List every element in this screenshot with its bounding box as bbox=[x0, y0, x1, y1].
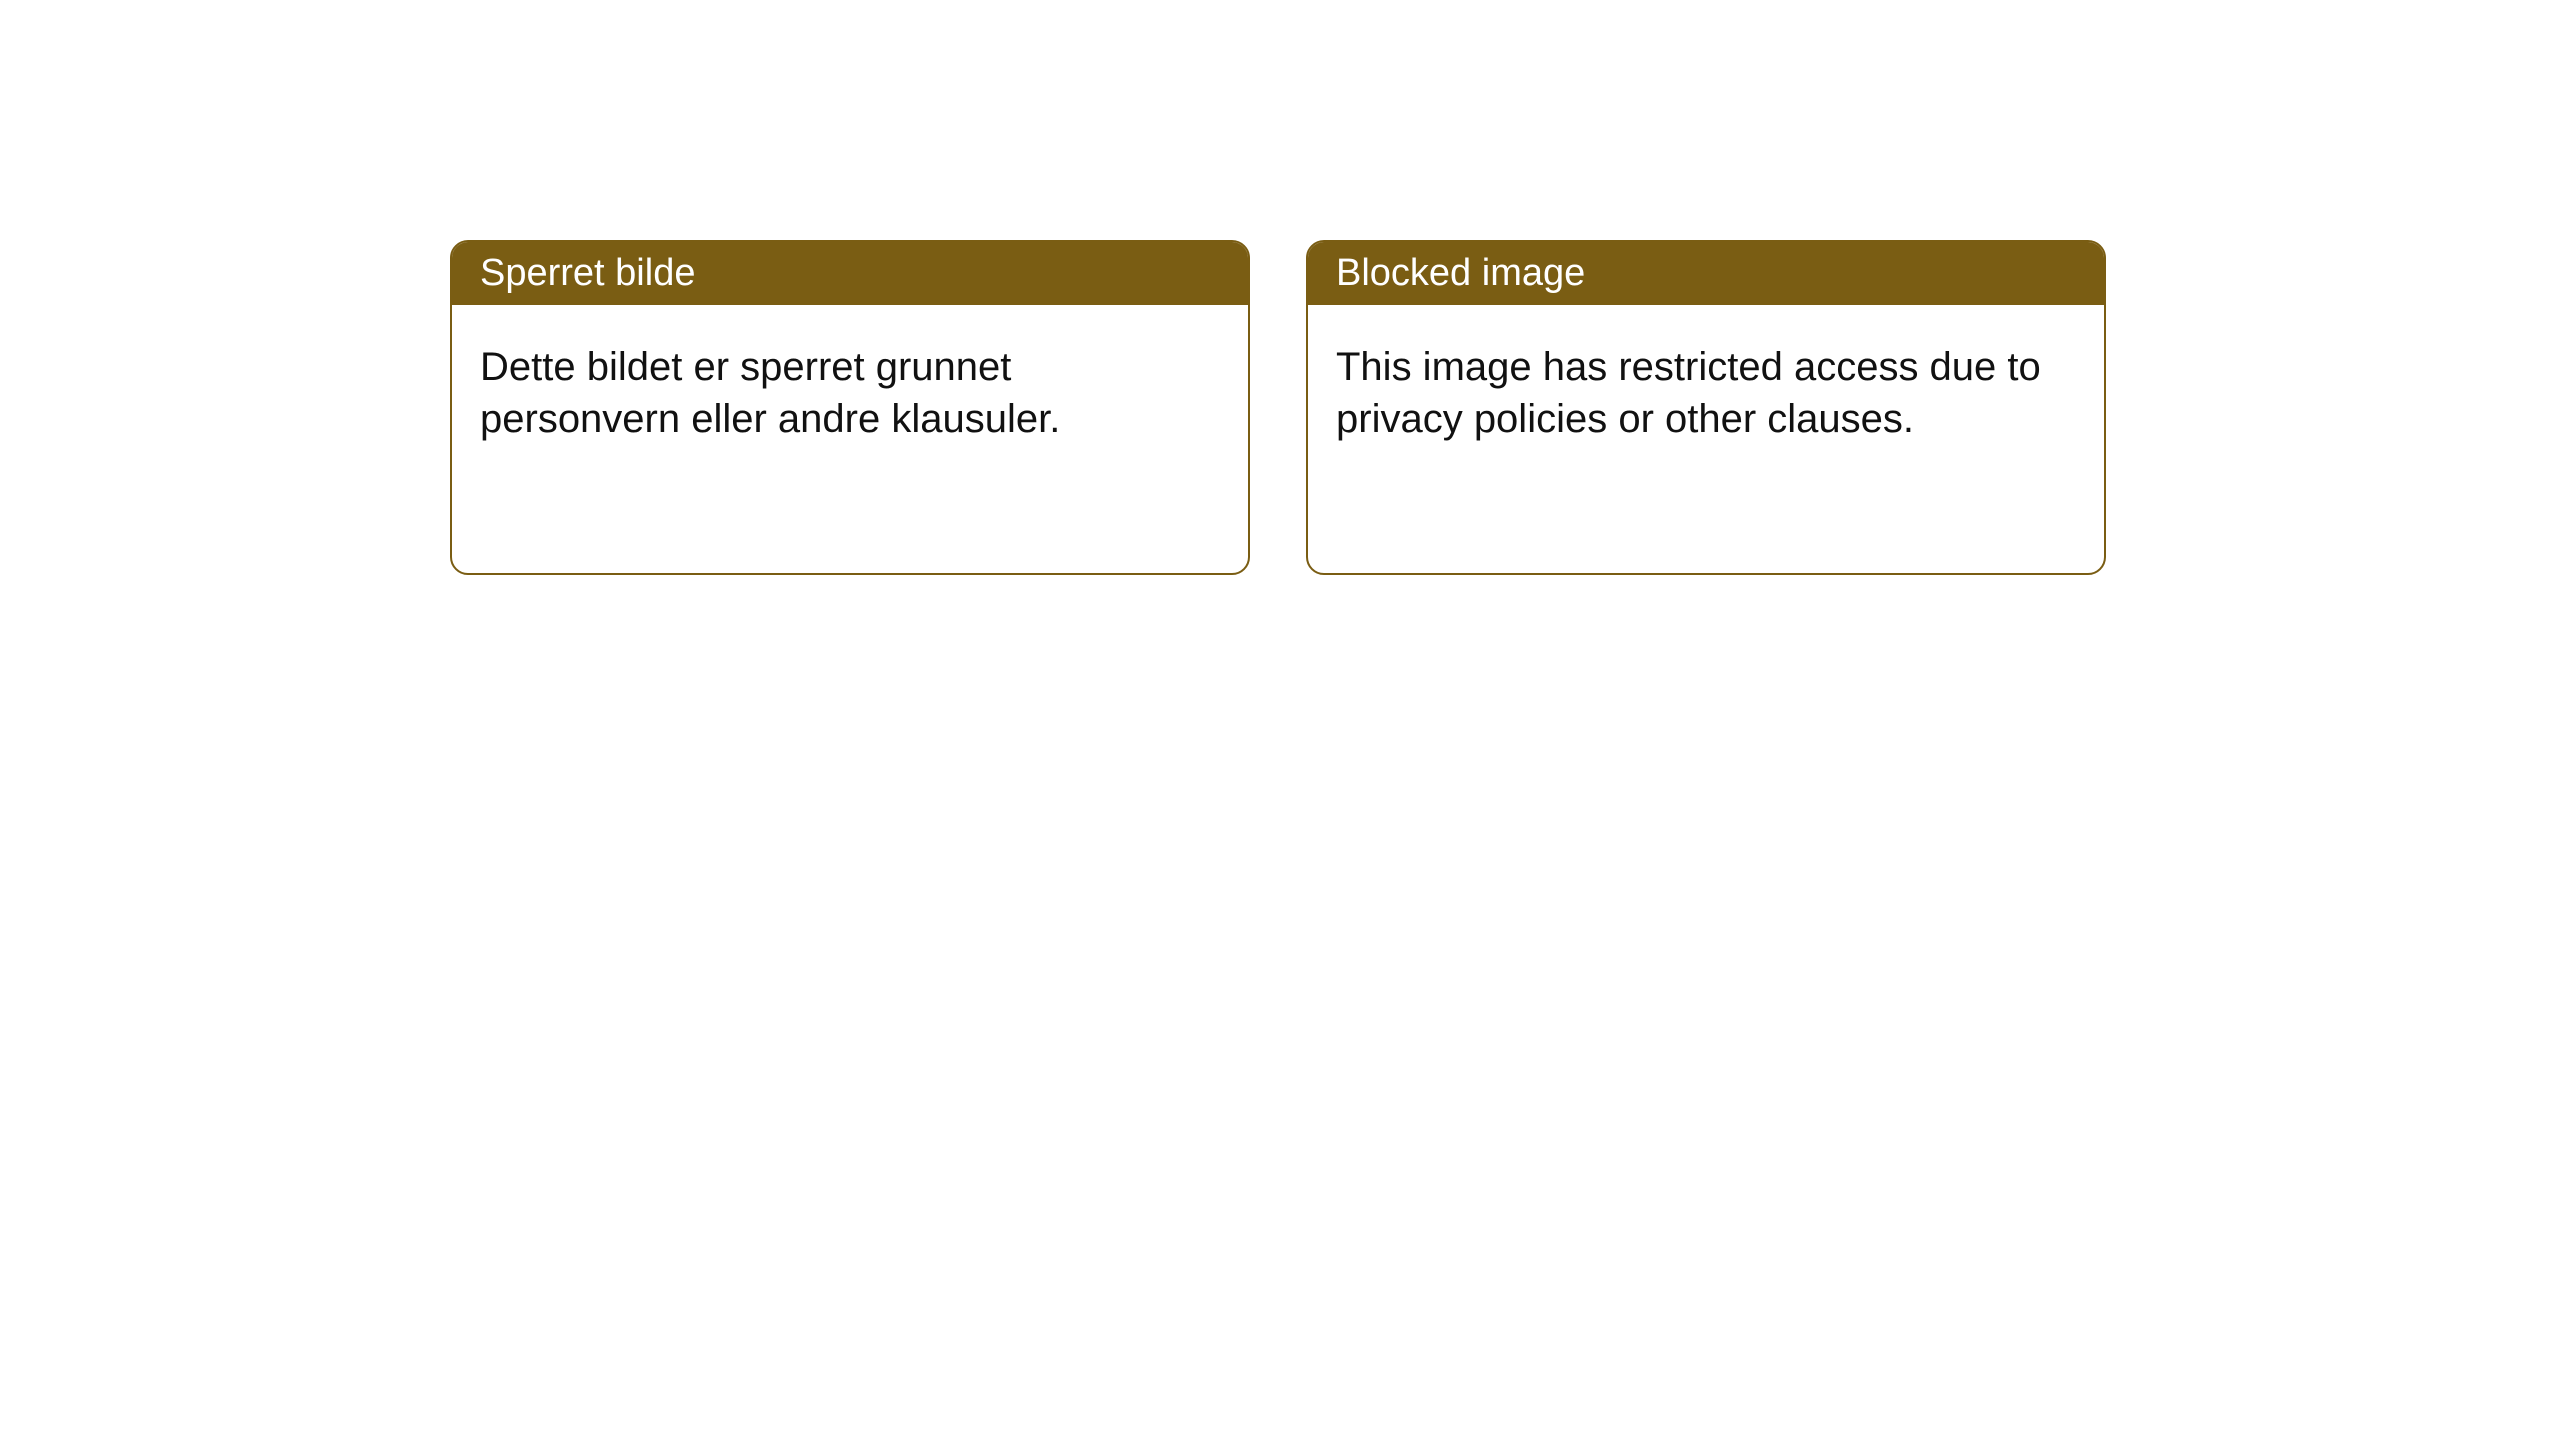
notice-header: Sperret bilde bbox=[452, 242, 1248, 305]
notice-header: Blocked image bbox=[1308, 242, 2104, 305]
notice-card-norwegian: Sperret bilde Dette bildet er sperret gr… bbox=[450, 240, 1250, 575]
notice-body: Dette bildet er sperret grunnet personve… bbox=[452, 305, 1248, 481]
notice-container: Sperret bilde Dette bildet er sperret gr… bbox=[0, 0, 2560, 575]
notice-card-english: Blocked image This image has restricted … bbox=[1306, 240, 2106, 575]
notice-body: This image has restricted access due to … bbox=[1308, 305, 2104, 481]
